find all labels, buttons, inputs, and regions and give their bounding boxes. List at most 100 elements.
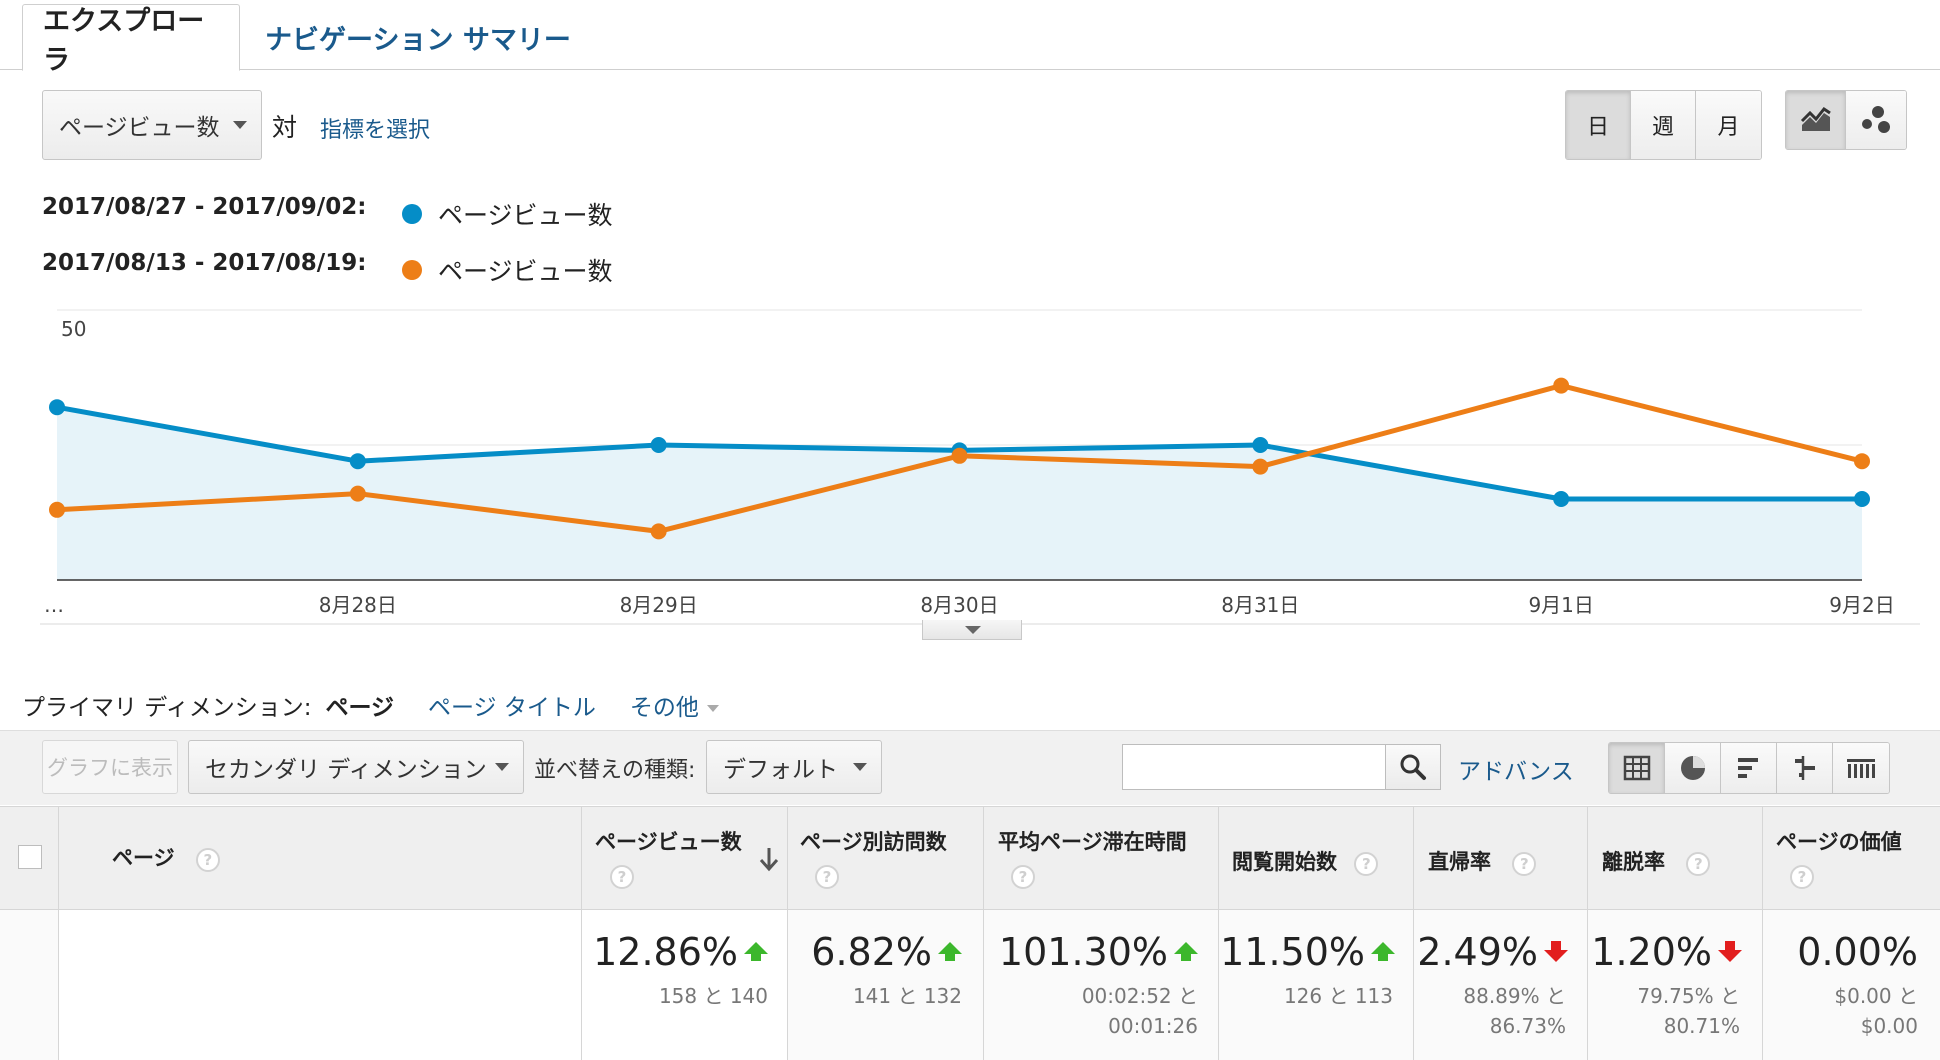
search-icon	[1400, 754, 1426, 780]
motion-chart-icon	[1862, 106, 1890, 133]
totals-pageviews-cell	[582, 910, 787, 1060]
view-performance-button[interactable]	[1721, 743, 1777, 793]
period-month-button[interactable]: 月	[1696, 91, 1761, 159]
total-bounce-rate: 2.49%	[1417, 930, 1568, 974]
pie-chart-icon	[1680, 756, 1705, 780]
plot-rows-button[interactable]: グラフに表示	[42, 740, 178, 794]
view-pie-button[interactable]	[1665, 743, 1721, 793]
series-point-0	[650, 437, 667, 453]
tab-explorer[interactable]: エクスプローラ	[22, 4, 240, 76]
line-chart-button[interactable]	[1786, 91, 1846, 149]
column-divider	[1587, 806, 1588, 1060]
series-point-1	[951, 447, 968, 464]
column-header-bounce-rate-label: 直帰率	[1428, 850, 1491, 874]
column-header-exit-rate[interactable]: 離脱率 ?	[1602, 846, 1711, 876]
column-header-bounce-rate[interactable]: 直帰率 ?	[1428, 846, 1537, 876]
view-pivot-button[interactable]	[1833, 743, 1889, 793]
legend-series-current: ページビュー数	[438, 201, 613, 230]
column-header-unique-pageviews-label: ページ別訪問数	[800, 830, 947, 854]
metric-select-value: ページビュー数	[59, 115, 220, 141]
total-unique-pageviews-compare: 141 と 132	[852, 984, 962, 1008]
column-divider	[1413, 806, 1414, 1060]
sort-type-select[interactable]: デフォルト	[706, 740, 882, 794]
help-icon[interactable]: ?	[1011, 865, 1035, 889]
help-icon[interactable]: ?	[1512, 852, 1537, 876]
help-icon[interactable]: ?	[1354, 852, 1379, 876]
select-all-checkbox[interactable]	[18, 845, 42, 869]
total-entrances: 11.50%	[1220, 930, 1395, 974]
x-tick-label: 8月30日	[920, 593, 998, 617]
secondary-dimension-select[interactable]: セカンダリ ディメンション	[188, 740, 524, 794]
x-tick-label: 8月31日	[1221, 593, 1299, 617]
primary-dimension-label: プライマリ ディメンション:	[22, 695, 312, 721]
x-tick-label: 9月2日	[1829, 593, 1894, 617]
chevron-down-icon	[495, 763, 509, 771]
chevron-down-icon	[853, 763, 867, 771]
chevron-down-icon	[233, 121, 247, 129]
primary-dimension-other[interactable]: その他	[630, 688, 719, 722]
total-avg-time-compare-1: 00:02:52 と	[1081, 984, 1198, 1008]
column-header-pageviews[interactable]: ページビュー数	[595, 826, 742, 856]
column-header-entrances-label: 閲覧開始数	[1232, 850, 1337, 874]
period-selector: 日 週 月	[1565, 90, 1762, 160]
primary-dimension-current: ページ	[325, 695, 394, 721]
series-point-1	[1854, 453, 1870, 470]
primary-dimension-row: プライマリ ディメンション: ページ ページ タイトル その他	[22, 688, 753, 722]
collapse-chart-tab[interactable]	[922, 620, 1022, 640]
y-tick-label: 50	[61, 317, 86, 341]
series-point-0	[1553, 491, 1570, 507]
series-point-0	[349, 453, 366, 470]
total-exit-rate: 1.20%	[1591, 930, 1742, 974]
total-bounce-rate-value: 2.49%	[1417, 930, 1538, 974]
column-header-exit-rate-label: 離脱率	[1602, 850, 1665, 874]
total-page-value: 0.00%	[1797, 930, 1918, 974]
help-icon[interactable]: ?	[610, 865, 634, 889]
search-button[interactable]	[1385, 744, 1441, 790]
view-table-button[interactable]	[1609, 743, 1665, 793]
table-header	[0, 806, 1940, 910]
chevron-down-icon	[706, 705, 719, 712]
motion-chart-button[interactable]	[1846, 91, 1906, 149]
column-header-unique-pageviews[interactable]: ページ別訪問数	[800, 826, 947, 856]
legend-range-current: 2017/08/27 - 2017/09/02:	[42, 194, 367, 220]
primary-dimension-page-title[interactable]: ページ タイトル	[428, 695, 596, 721]
help-icon[interactable]: ?	[195, 848, 220, 872]
total-page-value-compare-2: $0.00	[1860, 1014, 1918, 1038]
column-header-avg-time[interactable]: 平均ページ滞在時間	[998, 826, 1187, 856]
column-header-page[interactable]: ページ ?	[112, 842, 220, 872]
metric-select[interactable]: ページビュー数	[42, 90, 262, 160]
pick-metric-link[interactable]: 指標を選択	[320, 118, 431, 143]
column-divider	[58, 806, 59, 1060]
table-search-input[interactable]	[1122, 744, 1386, 790]
trend-up-icon	[938, 942, 962, 961]
period-day-button[interactable]: 日	[1566, 91, 1631, 159]
legend-dot-previous	[402, 260, 422, 280]
total-bounce-rate-compare-1: 88.89% と	[1463, 984, 1566, 1008]
view-comparison-button[interactable]	[1777, 743, 1833, 793]
total-avg-time: 101.30%	[999, 930, 1198, 974]
period-week-button[interactable]: 週	[1631, 91, 1696, 159]
column-header-entrances[interactable]: 閲覧開始数 ?	[1232, 846, 1379, 876]
column-header-page-value[interactable]: ページの価値	[1776, 826, 1902, 856]
trend-up-icon	[1371, 942, 1395, 961]
total-entrances-compare: 126 と 113	[1283, 984, 1393, 1008]
primary-dimension-other-label: その他	[629, 695, 699, 721]
total-bounce-rate-compare-2: 86.73%	[1489, 1014, 1566, 1038]
chart-mode-selector	[1785, 90, 1907, 150]
advanced-filter-link[interactable]: アドバンス	[1458, 759, 1574, 785]
help-icon[interactable]: ?	[1686, 852, 1711, 876]
series-point-0	[49, 399, 65, 416]
series-point-1	[650, 523, 667, 540]
tab-navigation-summary[interactable]: ナビゲーション サマリー	[265, 24, 571, 56]
secondary-dimension-label: セカンダリ ディメンション	[205, 757, 487, 783]
total-pageviews: 12.86%	[593, 930, 768, 974]
help-icon[interactable]: ?	[815, 865, 839, 889]
x-tick-label: 8月29日	[620, 593, 698, 617]
comparison-icon	[1794, 756, 1815, 780]
help-icon[interactable]: ?	[1790, 865, 1814, 889]
total-avg-time-value: 101.30%	[998, 930, 1168, 974]
trend-up-icon	[744, 942, 768, 961]
series-point-1	[49, 501, 65, 518]
trend-up-icon	[1174, 942, 1198, 961]
